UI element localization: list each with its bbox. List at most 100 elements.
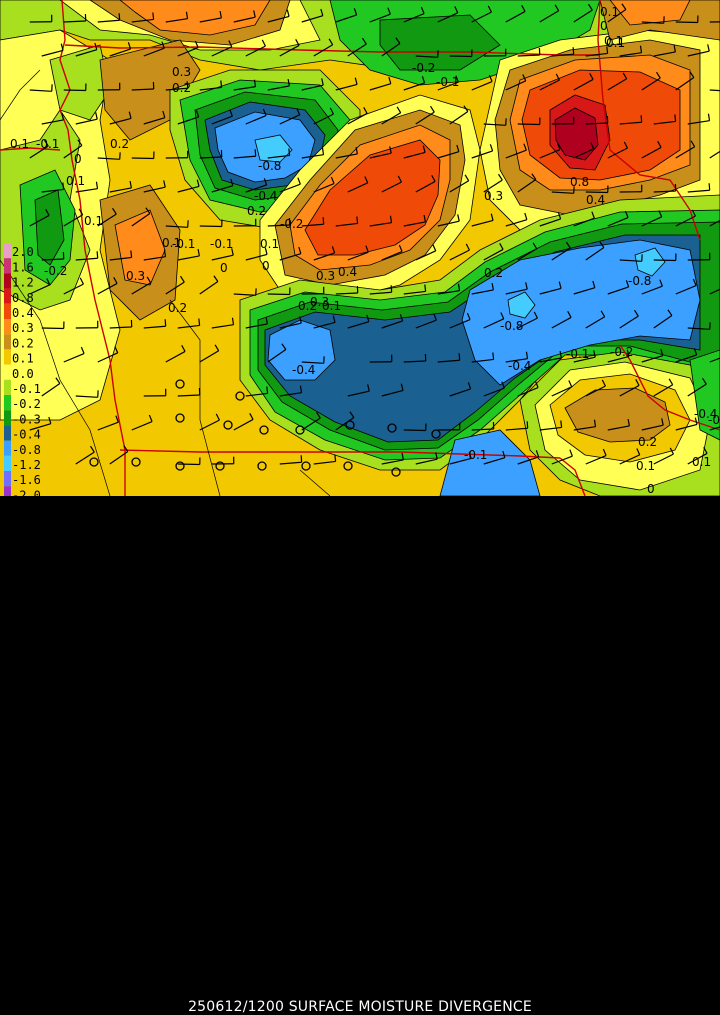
contour-value-label: -0.1	[436, 75, 459, 89]
wind-barb-shaft	[42, 328, 64, 329]
contour-value-label: -0.2	[412, 61, 435, 75]
contour-value-label: 0.1	[600, 5, 619, 19]
wind-barb-shaft	[450, 56, 472, 57]
legend-swatch	[4, 486, 11, 496]
contour-value-label: 0.2	[298, 299, 317, 313]
wind-barb-flag	[459, 353, 460, 360]
contour-value-label: -0.8	[628, 274, 651, 288]
wind-barb-flag	[97, 251, 98, 258]
contour-value-label: 0.3	[484, 189, 503, 203]
wind-barb-flag	[573, 47, 574, 54]
contour-value-label: -0.1	[464, 448, 487, 462]
legend-swatch	[4, 273, 11, 288]
contour-value-label: 0.3	[172, 65, 191, 79]
contour-value-label: 0.2	[168, 301, 187, 315]
legend-swatch	[4, 334, 11, 349]
wind-barb-flag	[561, 421, 562, 428]
contour-value-label: 0.3	[126, 269, 145, 283]
contour-value-label: 0	[647, 482, 655, 496]
wind-barb-shaft	[132, 158, 154, 159]
contour-value-label: 0	[262, 259, 270, 273]
wind-barb-shaft	[268, 294, 290, 295]
wind-barb-flag	[675, 115, 676, 122]
wind-barb-flag	[153, 13, 154, 20]
legend-label: 0.3	[12, 321, 34, 335]
contour-value-label: 0.2	[172, 81, 191, 95]
contour-value-label: 0.2	[484, 266, 503, 280]
wind-barb-shaft	[64, 90, 86, 91]
contour-value-label: -0.2	[610, 345, 633, 359]
contour-value-label: 0.1	[606, 36, 625, 50]
legend-swatch	[4, 425, 11, 440]
legend-label: -0.3	[12, 412, 41, 426]
contour-value-label: -0.4	[694, 407, 717, 421]
wind-barb-shaft	[676, 22, 698, 23]
contour-value-label: 0.8	[570, 175, 589, 189]
contour-value-label: -0.1	[566, 347, 589, 361]
contour-value-label: 0.1	[260, 237, 279, 251]
legend-swatch	[4, 365, 11, 380]
legend-label: 0.1	[12, 352, 34, 366]
caption-bar: 250612/1200 SURFACE MOISTURE DIVERGENCE	[0, 496, 720, 540]
legend-label: 0.8	[12, 291, 34, 305]
wind-barb-shaft	[404, 430, 426, 431]
wind-barb-flag	[255, 149, 256, 156]
contour-value-label: 0.1	[10, 137, 29, 151]
contour-value-label: -0.8	[258, 159, 281, 173]
contour-value-label: 0	[220, 261, 228, 275]
wind-barb-flag	[323, 217, 324, 224]
legend-swatch	[4, 258, 11, 273]
contour-value-label: 0	[600, 19, 608, 33]
legend-label: 0.2	[12, 336, 34, 350]
contour-value-label: -0.8	[500, 319, 523, 333]
wind-barb-shaft	[200, 226, 222, 227]
wind-barb-flag	[641, 115, 642, 122]
contour-value-label: 0.3	[316, 269, 335, 283]
contour-value-label: 0.1	[322, 299, 341, 313]
divergence-map: 0.10.30.2-0.2-0.10.1-0.100.10.10.2-0.8-0…	[0, 0, 720, 496]
legend-swatch	[4, 319, 11, 334]
legend-label: -0.2	[12, 397, 41, 411]
contour-value-label: -0.4	[292, 363, 315, 377]
wind-barb-flag	[391, 285, 392, 292]
contour-value-label: 0.2	[638, 435, 657, 449]
wind-barb-shaft	[518, 124, 540, 125]
contour-value-label: 0.1	[66, 174, 85, 188]
product-caption: 250612/1200 SURFACE MOISTURE DIVERGENCE	[0, 999, 720, 1015]
legend-label: 1.6	[12, 260, 34, 274]
contour-value-label: 0.1	[692, 455, 711, 469]
wind-barb-flag	[289, 149, 290, 156]
contour-value-label: 0.1	[162, 236, 181, 250]
wind-barb-flag	[267, 387, 268, 394]
legend-label: 0.4	[12, 306, 34, 320]
contour-value-label: -0.4	[254, 189, 277, 203]
contour-value-label: 0.1	[84, 214, 103, 228]
legend-swatch	[4, 289, 11, 304]
legend-swatch	[4, 441, 11, 456]
legend-swatch	[4, 349, 11, 364]
legend-swatch	[4, 395, 11, 410]
contour-value-label: 0.2	[110, 137, 129, 151]
legend-swatch	[4, 456, 11, 471]
contour-value-label: 0	[74, 152, 82, 166]
wind-barb-flag	[357, 217, 358, 224]
legend-label: -2.0	[12, 488, 41, 496]
wind-barb-flag	[301, 455, 302, 462]
wind-barb-flag	[221, 81, 222, 88]
wind-barb-flag	[493, 353, 494, 360]
legend-swatch	[4, 380, 11, 395]
wind-barb-flag	[199, 319, 200, 326]
wind-barb-shaft	[654, 260, 676, 261]
contour-value-label: 0.4	[338, 265, 357, 279]
wind-barb-flag	[131, 251, 132, 258]
contour-value-label: 0.2	[247, 204, 266, 218]
contour-value-label: -0.1	[210, 237, 233, 251]
legend-label: -0.4	[12, 428, 41, 442]
wind-barb-flag	[709, 183, 710, 190]
wind-barb-shaft	[178, 464, 200, 465]
contour-value-label: -0.1	[36, 137, 59, 151]
legend-swatch	[4, 410, 11, 425]
wind-barb-flag	[425, 285, 426, 292]
contour-value-label: -0.2	[280, 217, 303, 231]
legend-label: 0.0	[12, 367, 34, 381]
